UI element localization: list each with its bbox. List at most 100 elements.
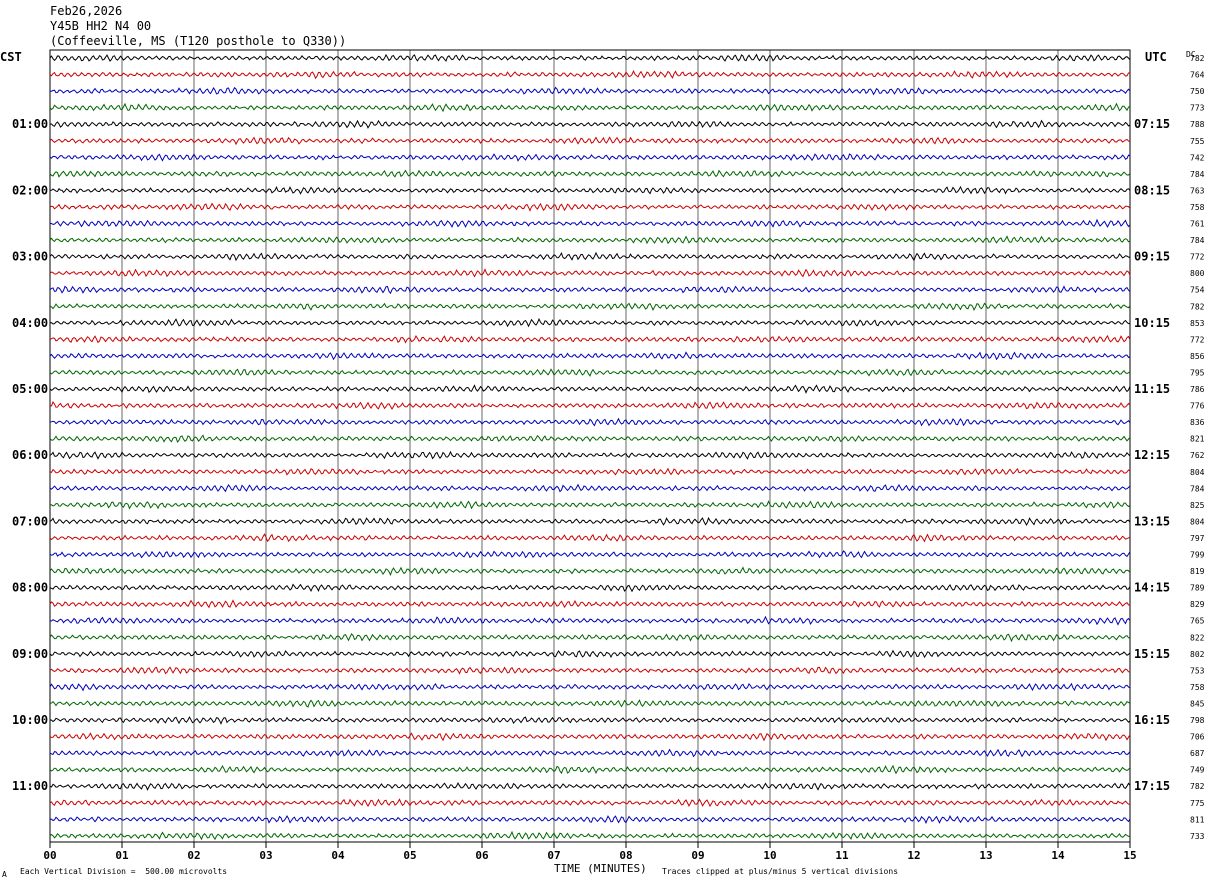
- dc-offset-label: 825: [1190, 501, 1205, 510]
- dc-offset-label: 821: [1190, 435, 1205, 444]
- x-tick-label: 04: [331, 849, 345, 862]
- x-tick-label: 11: [835, 849, 849, 862]
- dc-offset-label: 804: [1190, 517, 1205, 526]
- right-hour-label: 15:15: [1134, 647, 1170, 661]
- dc-offset-label: 819: [1190, 567, 1205, 576]
- seismic-trace: [49, 235, 1131, 245]
- seismic-trace: [49, 285, 1131, 295]
- dc-offset-label: 750: [1190, 87, 1205, 96]
- dc-offset-label: 797: [1190, 534, 1205, 543]
- x-tick-label: 12: [907, 849, 920, 862]
- left-hour-label: 04:00: [12, 316, 48, 330]
- seismic-trace: [49, 467, 1131, 476]
- x-tick-label: 02: [187, 849, 200, 862]
- seismic-trace: [49, 633, 1131, 643]
- seismic-trace: [49, 417, 1131, 427]
- plot-frame: [49, 49, 1131, 843]
- dc-offset-label: 798: [1190, 716, 1205, 725]
- dc-offset-label: 754: [1190, 286, 1205, 295]
- x-tick-label: 00: [43, 849, 56, 862]
- seismic-trace: [49, 798, 1131, 808]
- station-location: (Coffeeville, MS (T120 posthole to Q330)…: [50, 34, 347, 48]
- vertical-scale-note: Each Vertical Division = 500.00 microvol…: [20, 867, 228, 876]
- dc-offset-label: 829: [1190, 600, 1205, 609]
- dc-offset-label: 772: [1190, 253, 1205, 262]
- seismic-trace: [49, 533, 1131, 543]
- seismic-trace: [49, 814, 1131, 825]
- right-hour-label: 07:15: [1134, 117, 1170, 131]
- dc-offset-label: 742: [1190, 153, 1205, 162]
- seismic-trace: [49, 317, 1131, 328]
- seismic-trace: [49, 830, 1131, 841]
- seismic-trace: [49, 102, 1131, 113]
- seismic-trace: [49, 86, 1131, 96]
- right-timezone-label: UTC: [1145, 50, 1167, 64]
- dc-offset-label: 749: [1190, 766, 1205, 775]
- dc-header-label: DC: [1186, 50, 1196, 59]
- dc-offset-label: 784: [1190, 170, 1205, 179]
- seismic-trace: [49, 368, 1131, 377]
- dc-offset-label: 802: [1190, 650, 1205, 659]
- seismic-trace: [49, 450, 1131, 460]
- seismic-trace: [49, 119, 1131, 129]
- right-hour-label: 12:15: [1134, 448, 1170, 462]
- clip-note: Traces clipped at plus/minus 5 vertical …: [662, 867, 899, 876]
- seismic-trace: [49, 351, 1131, 361]
- dc-offset-label: 775: [1190, 799, 1205, 808]
- seismic-trace: [49, 649, 1131, 659]
- dc-offset-label: 758: [1190, 203, 1205, 212]
- right-hour-label: 09:15: [1134, 250, 1170, 264]
- seismic-trace: [49, 748, 1131, 758]
- right-hour-label: 10:15: [1134, 316, 1170, 330]
- seismic-trace: [49, 69, 1131, 80]
- right-hour-label: 08:15: [1134, 183, 1170, 197]
- x-tick-label: 09: [691, 849, 704, 862]
- dc-offset-label: 765: [1190, 617, 1205, 626]
- seismic-trace: [49, 615, 1131, 626]
- dc-offset-label: 782: [1190, 782, 1205, 791]
- dc-offset-label: 811: [1190, 815, 1205, 824]
- seismic-trace: [49, 218, 1131, 228]
- dc-offset-label: 762: [1190, 451, 1205, 460]
- dc-offset-label: 853: [1190, 319, 1205, 328]
- seismic-trace: [49, 384, 1131, 394]
- dc-offset-label: 758: [1190, 683, 1205, 692]
- dc-offset-label: 733: [1190, 832, 1205, 841]
- seismic-trace: [49, 268, 1131, 278]
- left-hour-label: 08:00: [12, 581, 48, 595]
- dc-offset-label: 836: [1190, 418, 1205, 427]
- seismic-trace: [49, 334, 1131, 344]
- dc-offset-label: 845: [1190, 699, 1205, 708]
- left-hour-label: 02:00: [12, 183, 48, 197]
- x-tick-label: 08: [619, 849, 632, 862]
- x-tick-label: 14: [1051, 849, 1065, 862]
- dc-offset-label: 753: [1190, 666, 1205, 675]
- right-hour-label: 16:15: [1134, 713, 1170, 727]
- left-hour-label: 06:00: [12, 448, 48, 462]
- x-tick-label: 15: [1123, 849, 1136, 862]
- seismic-trace: [49, 782, 1131, 791]
- dc-offset-label: 776: [1190, 402, 1205, 411]
- plot-date: Feb26,2026: [50, 4, 123, 18]
- left-hour-label: 11:00: [12, 779, 48, 793]
- x-tick-label: 13: [979, 849, 992, 862]
- right-hour-label: 13:15: [1134, 514, 1170, 528]
- x-tick-label: 05: [403, 849, 416, 862]
- right-hour-label: 17:15: [1134, 779, 1170, 793]
- seismic-trace: [49, 136, 1131, 146]
- dc-offset-label: 784: [1190, 236, 1205, 245]
- seismic-trace: [49, 699, 1131, 708]
- dc-offset-label: 822: [1190, 633, 1205, 642]
- seismic-trace: [49, 666, 1131, 675]
- seismic-trace: [49, 682, 1131, 692]
- left-hour-label: 01:00: [12, 117, 48, 131]
- dc-offset-label: 687: [1190, 749, 1205, 758]
- dc-offset-label: 782: [1190, 54, 1205, 63]
- dc-offset-label: 799: [1190, 551, 1205, 560]
- seismic-trace: [49, 302, 1131, 311]
- dc-offset-label: 773: [1190, 104, 1205, 113]
- seismic-trace: [49, 500, 1131, 510]
- seismic-trace: [49, 716, 1131, 725]
- seismic-trace: [49, 185, 1131, 195]
- left-hour-label: 07:00: [12, 514, 48, 528]
